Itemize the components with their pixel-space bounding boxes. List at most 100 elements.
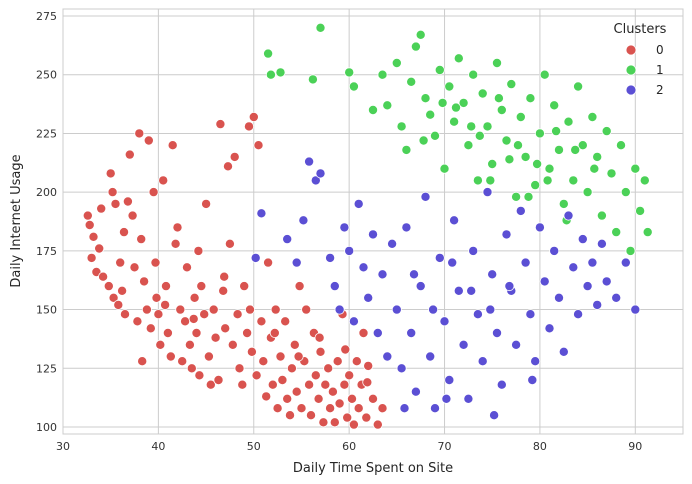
plot-area-border (62, 8, 684, 435)
data-point (88, 231, 99, 242)
legend-marker-2 (625, 84, 637, 96)
data-point (482, 187, 493, 198)
data-point (429, 403, 440, 414)
data-point (318, 417, 329, 428)
data-point (229, 151, 240, 162)
data-point (353, 403, 364, 414)
data-point (472, 309, 483, 320)
data-point (141, 304, 152, 315)
y-tick-label: 150 (36, 304, 57, 317)
data-point (304, 379, 315, 390)
data-point (554, 144, 565, 155)
data-point (256, 208, 267, 219)
data-point (203, 351, 214, 362)
data-point (145, 323, 156, 334)
data-point (267, 379, 278, 390)
data-point (127, 210, 138, 221)
data-point (601, 126, 612, 137)
data-point (515, 205, 526, 216)
data-point (363, 292, 374, 303)
data-point (563, 116, 574, 127)
series-1 (263, 22, 653, 256)
data-point (160, 299, 171, 310)
data-point (362, 377, 373, 388)
data-point (377, 269, 388, 280)
data-point (256, 316, 267, 327)
data-points (82, 22, 653, 430)
y-tick-label: 200 (36, 186, 57, 199)
data-point (491, 327, 502, 338)
data-point (304, 156, 315, 167)
data-point (277, 374, 288, 385)
data-point (181, 262, 192, 273)
data-point (314, 332, 325, 343)
y-tick-label: 250 (36, 69, 57, 82)
data-point (105, 168, 116, 179)
x-tick-label: 50 (247, 440, 261, 453)
data-point (620, 257, 631, 268)
data-point (148, 187, 159, 198)
data-point (96, 203, 107, 214)
data-point (175, 304, 186, 315)
data-point (286, 363, 297, 374)
data-point (587, 257, 598, 268)
data-point (124, 149, 135, 160)
data-point (396, 121, 407, 132)
data-point (165, 351, 176, 362)
data-point (367, 229, 378, 240)
data-point (208, 304, 219, 315)
data-point (177, 356, 188, 367)
data-point (275, 351, 286, 362)
data-point (196, 281, 207, 292)
data-point (332, 356, 343, 367)
data-point (293, 351, 304, 362)
data-point (458, 97, 469, 108)
data-point (589, 163, 600, 174)
y-tick-label: 225 (36, 127, 57, 140)
data-point (301, 304, 312, 315)
data-point (377, 403, 388, 414)
data-point (334, 304, 345, 315)
data-point (237, 379, 248, 390)
data-point (137, 356, 148, 367)
data-point (363, 360, 374, 371)
data-point (210, 332, 221, 343)
data-point (367, 105, 378, 116)
data-point (396, 363, 407, 374)
data-point (489, 410, 500, 421)
series-0 (82, 112, 388, 430)
data-point (463, 393, 474, 404)
data-point (348, 81, 359, 92)
data-point (429, 130, 440, 141)
data-point (193, 245, 204, 256)
legend-title: Clusters (614, 22, 667, 37)
data-point (348, 419, 359, 430)
data-point (568, 175, 579, 186)
data-point (224, 238, 235, 249)
data-point (544, 163, 555, 174)
data-point (263, 48, 274, 59)
data-point (387, 238, 398, 249)
legend-marker-0 (625, 44, 637, 56)
data-point (243, 121, 254, 132)
data-point (501, 135, 512, 146)
data-point (184, 339, 195, 350)
y-axis-label: Daily Internet Usage (9, 154, 24, 287)
data-point (82, 210, 93, 221)
data-point (468, 69, 479, 80)
data-point (151, 292, 162, 303)
data-point (582, 281, 593, 292)
data-point (284, 410, 295, 421)
data-point (399, 403, 410, 414)
data-point (587, 112, 598, 123)
data-point (406, 76, 417, 87)
data-point (616, 140, 627, 151)
data-point (425, 351, 436, 362)
y-tick-label: 275 (36, 10, 57, 23)
data-point (420, 191, 431, 202)
data-point (504, 281, 515, 292)
data-point (592, 299, 603, 310)
data-point (358, 327, 369, 338)
data-point (160, 281, 171, 292)
